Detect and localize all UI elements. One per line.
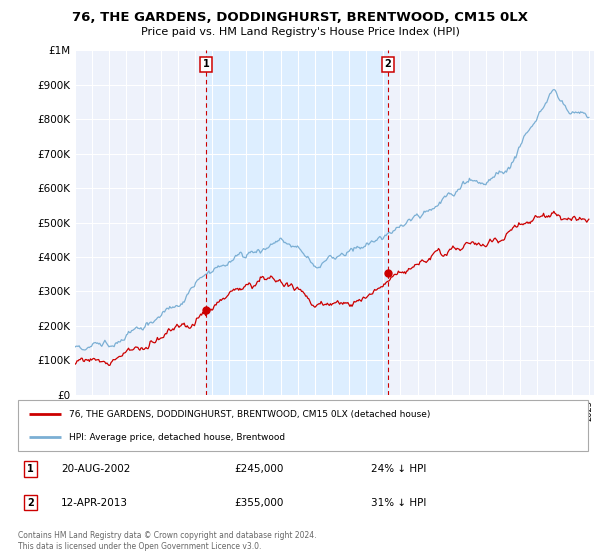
- Text: 24% ↓ HPI: 24% ↓ HPI: [371, 464, 427, 474]
- Text: 1: 1: [27, 464, 34, 474]
- FancyBboxPatch shape: [18, 400, 588, 451]
- Text: Contains HM Land Registry data © Crown copyright and database right 2024.: Contains HM Land Registry data © Crown c…: [18, 531, 317, 540]
- Text: 1: 1: [202, 59, 209, 69]
- Text: 76, THE GARDENS, DODDINGHURST, BRENTWOOD, CM15 0LX (detached house): 76, THE GARDENS, DODDINGHURST, BRENTWOOD…: [70, 409, 431, 418]
- Text: 20-AUG-2002: 20-AUG-2002: [61, 464, 130, 474]
- Text: 2: 2: [385, 59, 391, 69]
- Text: £245,000: £245,000: [235, 464, 284, 474]
- Text: This data is licensed under the Open Government Licence v3.0.: This data is licensed under the Open Gov…: [18, 542, 262, 551]
- Text: 31% ↓ HPI: 31% ↓ HPI: [371, 498, 427, 507]
- Text: 2: 2: [27, 498, 34, 507]
- Text: 12-APR-2013: 12-APR-2013: [61, 498, 128, 507]
- Text: 76, THE GARDENS, DODDINGHURST, BRENTWOOD, CM15 0LX: 76, THE GARDENS, DODDINGHURST, BRENTWOOD…: [72, 11, 528, 24]
- Text: Price paid vs. HM Land Registry's House Price Index (HPI): Price paid vs. HM Land Registry's House …: [140, 27, 460, 37]
- Text: £355,000: £355,000: [235, 498, 284, 507]
- Bar: [206, 50, 388, 395]
- Text: HPI: Average price, detached house, Brentwood: HPI: Average price, detached house, Bren…: [70, 433, 286, 442]
